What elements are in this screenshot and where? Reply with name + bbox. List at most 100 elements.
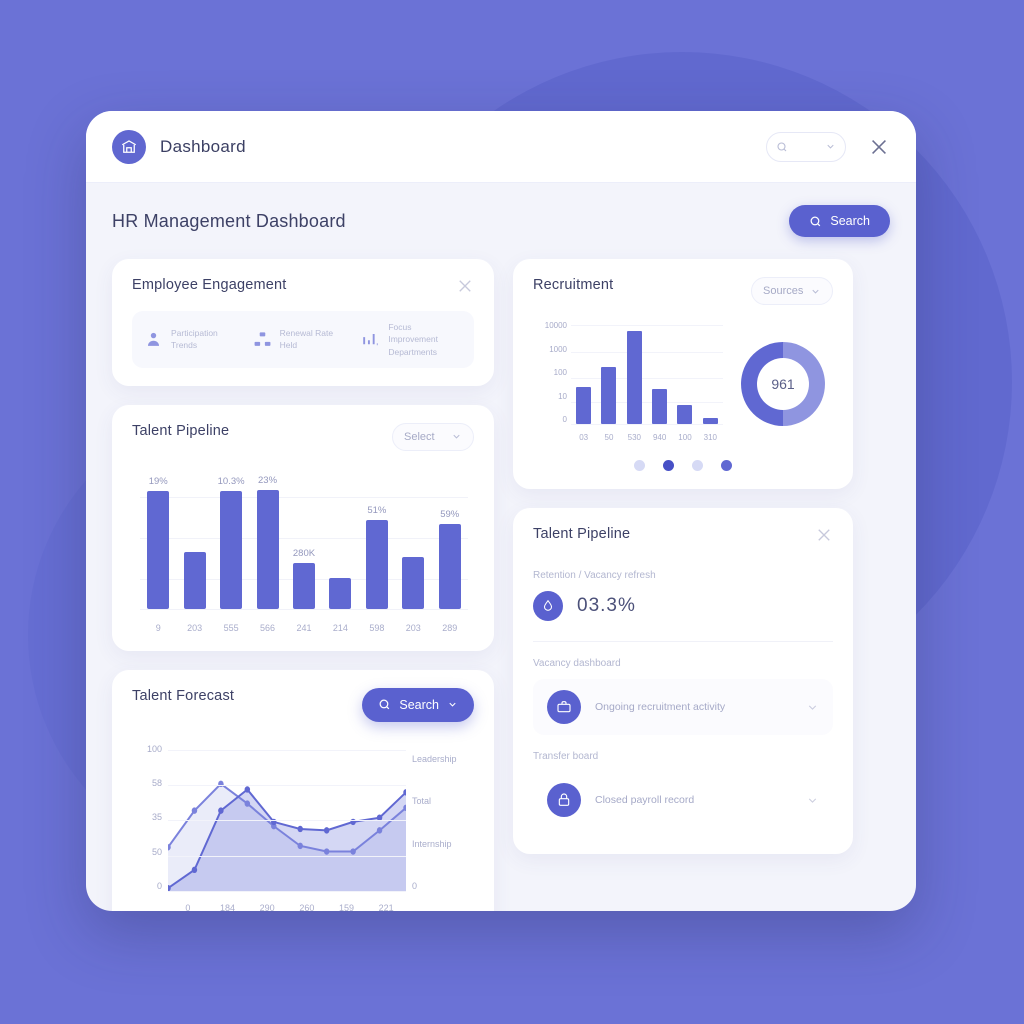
bar-column[interactable] xyxy=(647,325,672,424)
line-data-point[interactable] xyxy=(323,827,330,834)
engagement-item[interactable]: Renewal Rate Held xyxy=(253,321,354,358)
recruitment-x-tick: 100 xyxy=(678,433,692,442)
line-data-point[interactable] xyxy=(350,848,356,855)
gridline xyxy=(140,608,468,610)
line-data-point[interactable] xyxy=(191,866,198,873)
pagination-dot[interactable] xyxy=(663,460,674,471)
briefcase-icon xyxy=(547,690,581,724)
recruitment-y-tick: 100 xyxy=(553,368,567,377)
recruitment-x-tick: 50 xyxy=(604,433,614,442)
recruitment-y-tick: 1000 xyxy=(549,344,567,354)
pipeline-select[interactable]: Select xyxy=(392,422,474,451)
line-data-point[interactable] xyxy=(244,800,251,807)
recruitment-bar-series xyxy=(571,325,723,424)
line-data-point[interactable] xyxy=(271,818,277,826)
recruitment-y-tick: 0 xyxy=(562,415,567,424)
pagination-dot[interactable] xyxy=(692,460,703,471)
line-data-point[interactable] xyxy=(191,807,198,814)
bar-column[interactable]: 19% xyxy=(140,473,176,609)
line-data-point[interactable] xyxy=(244,786,251,793)
pipeline-row-ongoing[interactable]: Ongoing recruitment activity xyxy=(533,679,833,735)
recruitment-y-axis: 10000 1000 100 10 0 xyxy=(533,321,567,424)
page-header: HR Management Dashboard Search xyxy=(112,205,890,237)
bar xyxy=(147,490,170,609)
title-bar: Dashboard xyxy=(86,111,916,183)
line-y-tick: 100 xyxy=(146,743,162,754)
chevron-down-icon[interactable] xyxy=(806,794,819,807)
pagination-dot[interactable] xyxy=(721,460,732,471)
gridline xyxy=(571,325,723,326)
engagement-item-line2: Held xyxy=(279,340,298,351)
user-group-icon xyxy=(147,332,160,346)
forecast-search-button[interactable]: Search xyxy=(362,687,474,722)
pipeline-metric-label: Retention / Vacancy refresh xyxy=(533,570,656,581)
gridline xyxy=(140,538,468,540)
bar-value-label: 19% xyxy=(148,475,168,487)
gridline xyxy=(140,497,468,499)
gridline xyxy=(168,749,406,751)
line-data-point[interactable] xyxy=(376,827,383,834)
bar-x-tick: 566 xyxy=(260,622,276,633)
recruitment-card: Recruitment Sources 10000 1000 100 10 0 xyxy=(513,259,853,489)
line-data-point[interactable] xyxy=(350,818,356,826)
bar-value-label: 51% xyxy=(367,505,387,517)
chevron-down-icon[interactable] xyxy=(806,701,819,714)
chevron-down-icon xyxy=(453,435,460,440)
gridline xyxy=(168,855,406,857)
area-fill xyxy=(168,783,406,891)
engagement-item-line1: Participation xyxy=(171,328,218,339)
bar-column[interactable] xyxy=(622,325,647,424)
bar-column[interactable] xyxy=(176,473,212,609)
close-icon[interactable] xyxy=(456,277,474,295)
bar-x-tick: 598 xyxy=(369,622,385,633)
search-button[interactable]: Search xyxy=(789,205,890,237)
recruitment-x-tick: 310 xyxy=(703,433,717,442)
pipeline-row-closed[interactable]: Closed payroll record xyxy=(533,772,833,828)
line-y-axis: 100 58 35 50 0 xyxy=(132,744,162,891)
bar-column[interactable] xyxy=(571,325,596,424)
line-data-point[interactable] xyxy=(297,842,303,850)
line-data-point[interactable] xyxy=(297,825,303,833)
recruitment-pagination-dots[interactable] xyxy=(533,460,833,471)
bar-column[interactable]: 51% xyxy=(359,473,395,609)
brand: Dashboard xyxy=(112,129,246,164)
line-plot-area xyxy=(165,749,409,892)
recruitment-bar-chart: 10000 1000 100 10 0 03 50 530 940 100 310 xyxy=(533,321,723,446)
pagination-dot[interactable] xyxy=(634,460,645,471)
bar xyxy=(292,562,315,609)
close-icon[interactable] xyxy=(815,526,833,544)
org-chart-icon xyxy=(254,332,271,346)
bar-column[interactable]: 23% xyxy=(249,473,285,609)
line-x-tick: 0 xyxy=(185,902,191,911)
bar-column[interactable]: 59% xyxy=(432,473,468,609)
recruitment-select[interactable]: Sources xyxy=(751,277,833,305)
bar-plot-area: 19% 10.3% 23% 280K 51% 59% xyxy=(140,473,468,610)
bar-column[interactable]: 10.3% xyxy=(213,473,249,609)
search-input[interactable] xyxy=(766,131,846,162)
engagement-item[interactable]: Focus Improvement Departments xyxy=(361,321,462,358)
line-data-point[interactable] xyxy=(376,814,383,821)
bar-column[interactable] xyxy=(322,473,358,609)
bar xyxy=(576,386,592,424)
bar-column[interactable] xyxy=(698,325,723,424)
chevron-down-icon xyxy=(812,289,819,294)
line-data-point[interactable] xyxy=(218,807,224,814)
bar-column[interactable] xyxy=(672,325,697,424)
window-title: Dashboard xyxy=(160,136,246,156)
bar-value-label: 23% xyxy=(258,474,278,486)
chevron-down-icon xyxy=(449,703,456,708)
recruitment-donut-chart: 961 xyxy=(735,336,831,432)
bar xyxy=(601,366,617,424)
line-data-point[interactable] xyxy=(323,848,330,855)
bar-x-tick: 241 xyxy=(296,622,312,633)
close-icon[interactable] xyxy=(868,136,890,158)
bar-column[interactable]: 280K xyxy=(286,473,322,609)
bar-column[interactable] xyxy=(395,473,431,609)
engagement-item[interactable]: Participation Trends xyxy=(144,321,245,358)
engagement-item-text: Renewal Rate Held xyxy=(280,327,333,352)
chevron-down-icon xyxy=(827,144,834,149)
gridline xyxy=(168,890,406,892)
bar-column[interactable] xyxy=(596,325,621,424)
gridline xyxy=(168,820,406,822)
line-y-tick: 58 xyxy=(151,778,162,789)
